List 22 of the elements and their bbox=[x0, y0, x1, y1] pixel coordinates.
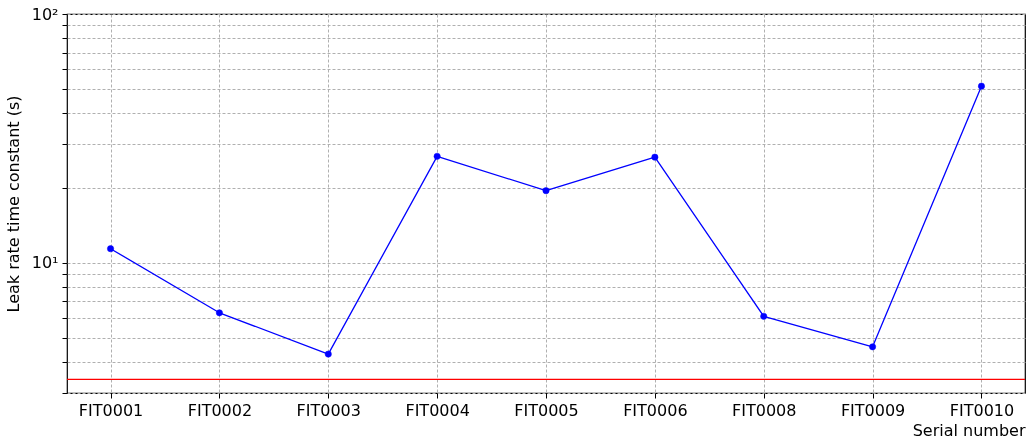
x-tick-label: FIT0006 bbox=[623, 400, 688, 420]
x-tick-label: FIT0009 bbox=[840, 400, 906, 420]
y-axis-title: Leak rate time constant (s) bbox=[3, 95, 23, 313]
point bbox=[978, 82, 985, 90]
x-tick-label: FIT0008 bbox=[732, 400, 797, 420]
point bbox=[542, 187, 550, 195]
x-tick-label: FIT0004 bbox=[405, 400, 470, 420]
y-tick-label: 10¹ bbox=[31, 253, 59, 273]
y-tick-label: 10² bbox=[31, 4, 59, 24]
x-tick-label: FIT0001 bbox=[78, 400, 144, 420]
point bbox=[216, 309, 223, 317]
x-axis-title: Serial number bbox=[912, 420, 1026, 440]
x-tick-label: FIT0005 bbox=[514, 400, 579, 420]
point bbox=[433, 152, 441, 160]
point bbox=[760, 312, 768, 320]
point bbox=[324, 350, 332, 358]
x-tick-label: FIT0010 bbox=[949, 400, 1015, 420]
point bbox=[651, 153, 659, 161]
x-tick-label: FIT0003 bbox=[296, 400, 361, 420]
point bbox=[107, 245, 114, 253]
point bbox=[869, 343, 876, 351]
x-tick-label: FIT0002 bbox=[187, 400, 253, 420]
